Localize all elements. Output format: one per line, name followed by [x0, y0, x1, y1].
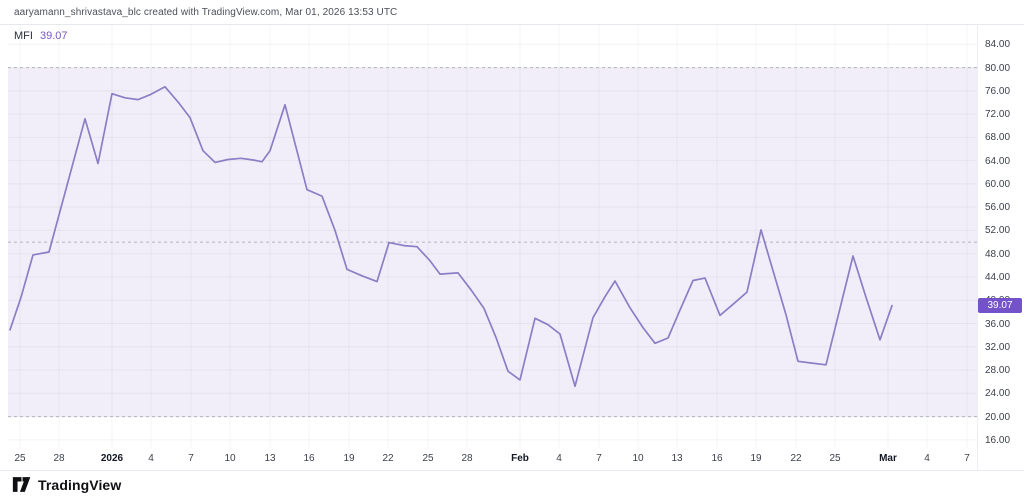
indicator-last-value: 39.07 — [39, 30, 68, 42]
y-axis-label: 52.00 — [985, 225, 1011, 237]
x-axis-label: 19 — [343, 453, 355, 464]
x-axis-label: 4 — [924, 453, 930, 464]
y-axis-label: 80.00 — [985, 62, 1011, 74]
y-axis-label: 44.00 — [985, 271, 1011, 283]
attribution-text: aaryamann_shrivastava_blc created with T… — [14, 7, 398, 18]
y-axis-label: 60.00 — [985, 178, 1011, 190]
indicator-name: MFI — [14, 30, 33, 42]
x-axis-label: 7 — [596, 453, 602, 464]
y-axis-label: 76.00 — [985, 85, 1011, 97]
x-axis-label: 16 — [303, 453, 315, 464]
x-axis-label: 25 — [829, 453, 841, 464]
price-axis-separator — [977, 24, 978, 470]
y-axis-label: 56.00 — [985, 202, 1011, 214]
y-axis-label: 20.00 — [985, 411, 1011, 423]
y-axis-label: 16.00 — [985, 434, 1011, 446]
y-axis-label: 36.00 — [985, 318, 1011, 330]
overbought-oversold-band — [8, 67, 977, 417]
last-price-badge: 39.07 — [978, 298, 1022, 314]
x-axis-label: 28 — [53, 453, 65, 464]
time-axis[interactable]: 25 28 2026 4 7 10 13 16 19 22 25 28 Feb 4 7 10 13 16 19 22 2… — [0, 449, 977, 470]
pane-separator — [0, 24, 1024, 25]
footer-separator — [0, 470, 1024, 471]
x-axis-label: 4 — [556, 453, 562, 464]
x-axis-label: Feb — [511, 453, 529, 464]
tradingview-logo-icon — [12, 476, 31, 493]
y-axis-label: 72.00 — [985, 109, 1011, 121]
x-axis-label: 22 — [382, 453, 394, 464]
mfi-line-series — [9, 85, 893, 388]
x-axis-label: 13 — [671, 453, 683, 464]
x-axis-label: Mar — [879, 453, 897, 464]
x-axis-label: 19 — [750, 453, 762, 464]
y-axis-label: 24.00 — [985, 388, 1011, 400]
y-axis-label: 68.00 — [985, 132, 1011, 144]
y-axis-label: 28.00 — [985, 365, 1011, 377]
y-axis-label: 48.00 — [985, 248, 1011, 260]
x-axis-label: 4 — [148, 453, 154, 464]
x-axis-label: 13 — [264, 453, 276, 464]
x-axis-label: 10 — [224, 453, 236, 464]
x-axis-label: 22 — [790, 453, 802, 464]
y-axis-label: 32.00 — [985, 341, 1011, 353]
indicator-legend[interactable]: MFI 39.07 — [14, 30, 67, 42]
price-axis[interactable]: 84.00 80.00 76.00 72.00 68.00 64.00 60.00 56.00… — [978, 24, 1024, 470]
x-axis-label: 7 — [964, 453, 970, 464]
x-axis-label: 7 — [188, 453, 194, 464]
brand-wordmark: TradingView — [38, 476, 122, 493]
y-axis-label: 84.00 — [985, 39, 1011, 51]
x-axis-label: 25 — [14, 453, 26, 464]
y-axis-label: 64.00 — [985, 155, 1011, 167]
x-axis-label: 16 — [711, 453, 723, 464]
x-axis-label: 10 — [632, 453, 644, 464]
x-axis-label: 25 — [422, 453, 434, 464]
x-axis-label: 2026 — [100, 453, 124, 464]
x-axis-label: 28 — [461, 453, 473, 464]
tradingview-logo[interactable]: TradingView — [12, 476, 121, 493]
